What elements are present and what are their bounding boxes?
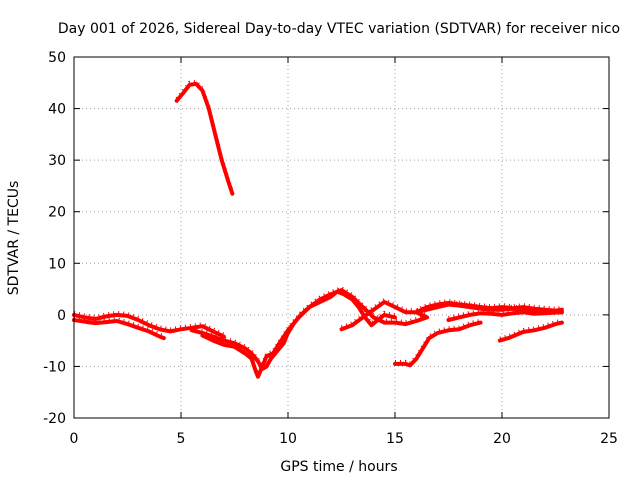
- series-line-arc-07: [393, 320, 483, 368]
- plot-frame: [73, 56, 610, 419]
- y-tick-label: 30: [48, 153, 66, 169]
- series-layer: [72, 79, 564, 379]
- x-tick-label: 5: [177, 431, 186, 447]
- x-axis-label: GPS time / hours: [280, 459, 397, 475]
- y-axis-label: SDTVAR / TECUs: [6, 181, 22, 296]
- y-tick-label: 0: [57, 308, 66, 324]
- y-tick-label: 20: [48, 205, 66, 221]
- series-line-arc-02: [72, 312, 226, 339]
- series-line-jitter-arc-09: [499, 318, 563, 340]
- tick-labels: 0 5 10 15 20 25 -20 -10 0 10 20 30 40 50: [43, 50, 618, 447]
- y-tick-label: 10: [48, 256, 66, 272]
- chart-title: Day 001 of 2026, Sidereal Day-to-day VTE…: [58, 21, 620, 37]
- series-line-arc-09: [497, 320, 564, 343]
- series-line-arc-03: [72, 318, 166, 341]
- series-line-arc-06: [339, 300, 564, 332]
- y-tick-label: 50: [48, 50, 66, 66]
- x-tick-label: 0: [70, 431, 79, 447]
- x-tick-label: 25: [600, 431, 618, 447]
- grid: [74, 57, 609, 418]
- series-line-jitter-arc-01: [175, 79, 234, 192]
- series-line-jitter-arc-08: [448, 308, 562, 319]
- y-tick-label: 40: [48, 102, 66, 118]
- y-tick-label: -10: [43, 359, 66, 375]
- y-tick-label: -20: [43, 411, 66, 427]
- series-line-jitter-arc-04: [191, 287, 396, 369]
- series-line-arc-08: [446, 310, 564, 322]
- series-line-jitter-arc-06: [340, 297, 563, 329]
- x-tick-label: 10: [279, 431, 297, 447]
- series-line-arc-01: [174, 81, 235, 196]
- x-tick-label: 20: [493, 431, 511, 447]
- series-line-jitter-arc-02: [73, 310, 225, 336]
- x-tick-label: 15: [386, 431, 404, 447]
